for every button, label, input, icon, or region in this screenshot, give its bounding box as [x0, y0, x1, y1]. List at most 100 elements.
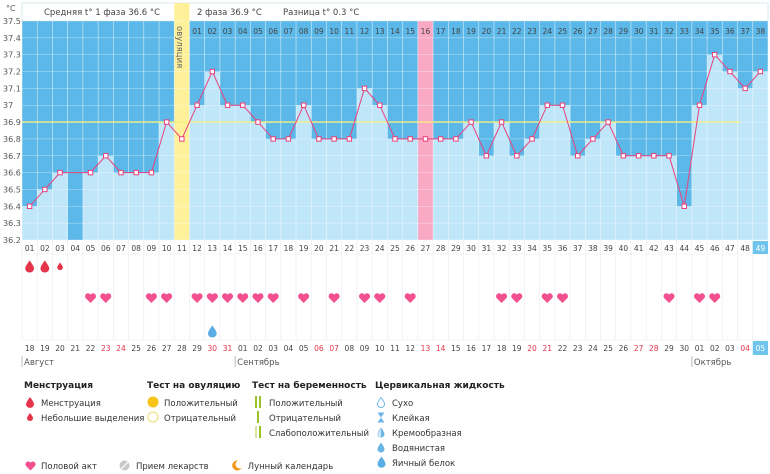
cycle-day-label: 04 — [71, 244, 81, 253]
legend-sticky: Клейкая — [392, 413, 430, 424]
legend-row-light-discharge: Небольшие выделения — [24, 411, 144, 426]
calendar-date-label: 11 — [390, 344, 400, 353]
calendar-date-label: 10 — [375, 344, 385, 353]
legend-row-dry: Сухо — [375, 396, 505, 411]
temperature-bar — [646, 155, 662, 240]
calendar-date-label: 13 — [421, 344, 431, 353]
heart-icon — [404, 293, 416, 303]
temperature-point — [651, 153, 657, 159]
marker-column — [417, 21, 434, 240]
temperature-point — [331, 136, 337, 142]
heart-icon — [191, 293, 203, 303]
temperature-point — [26, 203, 33, 210]
calendar-date-label: 01 — [238, 344, 248, 353]
legend-ovulation-test: Тест на овуляцию Положительный Отрицател… — [147, 381, 240, 426]
top-day-label: 06 — [268, 27, 278, 36]
heart-icon — [252, 293, 264, 303]
two-lines-icon — [252, 396, 264, 411]
temperature-point — [194, 102, 200, 108]
top-day-label: 33 — [679, 27, 689, 36]
calendar-date-label: 19 — [40, 344, 50, 353]
cycle-day-label: 45 — [695, 244, 705, 253]
temperature-bar — [493, 122, 510, 240]
cycle-day-label: 37 — [573, 244, 583, 253]
top-day-label: 21 — [497, 27, 507, 36]
calendar-date-label: 30 — [208, 344, 218, 353]
calendar-date-label: 29 — [192, 344, 202, 353]
heart-icon — [222, 293, 234, 303]
y-tick-label: 37.1 — [3, 84, 21, 93]
hourglass-icon — [375, 412, 387, 426]
temperature-point — [620, 153, 627, 159]
legend-other: Половой акт Прием лекарств Лунный календ… — [24, 460, 333, 474]
top-day-label: 27 — [588, 27, 598, 36]
top-day-label: 03 — [223, 27, 233, 36]
y-unit-label: °C — [6, 4, 16, 13]
temperature-bar — [250, 122, 266, 240]
temperature-point — [316, 136, 322, 142]
ovulation-label: овуляция — [174, 26, 184, 68]
legend-row-menstruation: Менструация — [24, 396, 144, 411]
y-tick-label: 37.4 — [3, 34, 21, 43]
cycle-day-label: 44 — [679, 244, 689, 253]
legend-ovu-positive: Положительный — [164, 398, 238, 409]
cycle-day-label: 41 — [634, 244, 644, 253]
heart-icon — [359, 293, 371, 303]
temperature-point — [300, 102, 307, 108]
cycle-day-label: 12 — [192, 244, 202, 253]
cycle-day-label: 14 — [223, 244, 233, 253]
cycle-day-label: 07 — [116, 244, 126, 253]
temperature-point — [240, 102, 246, 108]
y-tick-label: 36.6 — [3, 169, 21, 178]
temperature-point — [377, 102, 383, 108]
top-day-label: 22 — [512, 27, 522, 36]
positive-circle-icon — [147, 396, 159, 411]
legend-light-discharge-item: Небольшие выделения — [41, 413, 145, 424]
small-drop-icon — [57, 262, 63, 271]
cycle-day-label: 32 — [497, 244, 507, 253]
y-tick-label: 36.4 — [3, 202, 21, 211]
legend-row-ovu-positive: Положительный — [147, 396, 240, 411]
heart-icon — [374, 293, 386, 303]
calendar-date-label: 14 — [436, 344, 446, 353]
cycle-day-label: 17 — [268, 244, 278, 253]
y-tick-label: 36.3 — [3, 219, 21, 228]
y-tick-label: 37.5 — [3, 17, 21, 26]
symptom-rows: 01 02 03 04 05 06 07 08 09 10 11 12 13 14 15 16 17 18 19 20… — [21, 240, 769, 340]
calendar-date-label: 02 — [710, 344, 720, 353]
temperature-point — [270, 136, 276, 142]
calendar-date-label: 22 — [558, 344, 568, 353]
cycle-day-label: 19 — [299, 244, 309, 253]
negative-circle-icon — [147, 411, 159, 426]
ovulation-label-group: овуляция — [174, 26, 184, 68]
heart-icon — [298, 293, 310, 303]
temperature-point — [635, 153, 642, 159]
weak-lines-icon — [252, 426, 264, 441]
calendar-date-label: 23 — [101, 344, 111, 353]
legend-menstruation-item: Менструация — [41, 398, 101, 409]
legend-cervical: Цервикальная жидкость Сухо Клейкая Кремо… — [375, 381, 505, 471]
top-day-label: 34 — [695, 27, 705, 36]
temperature-point — [483, 153, 490, 159]
calendar-date-label: 05 — [756, 344, 766, 353]
temperature-point — [224, 102, 231, 108]
top-day-label: 35 — [710, 27, 720, 36]
cycle-day-label: 26 — [405, 244, 415, 253]
calendar-date-label: 04 — [284, 344, 294, 353]
cycle-day-label: 31 — [482, 244, 492, 253]
heart-icon — [161, 293, 173, 303]
top-day-label: 14 — [390, 27, 400, 36]
legend-row-preg-positive: Положительный — [252, 396, 369, 411]
calendar-date-label: 25 — [603, 344, 613, 353]
top-day-label: 20 — [482, 27, 492, 36]
temperature-bar — [356, 88, 373, 240]
pill-icon — [119, 460, 131, 474]
calendar-date-label: 21 — [71, 344, 81, 353]
blood-drop-icon — [40, 260, 50, 273]
month-label: Август — [24, 358, 54, 368]
cycle-day-label: 46 — [710, 244, 720, 253]
temperature-bar — [463, 122, 479, 240]
small-drop-icon — [24, 413, 36, 424]
cycle-day-label: 05 — [86, 244, 96, 253]
top-day-label: 18 — [451, 27, 461, 36]
